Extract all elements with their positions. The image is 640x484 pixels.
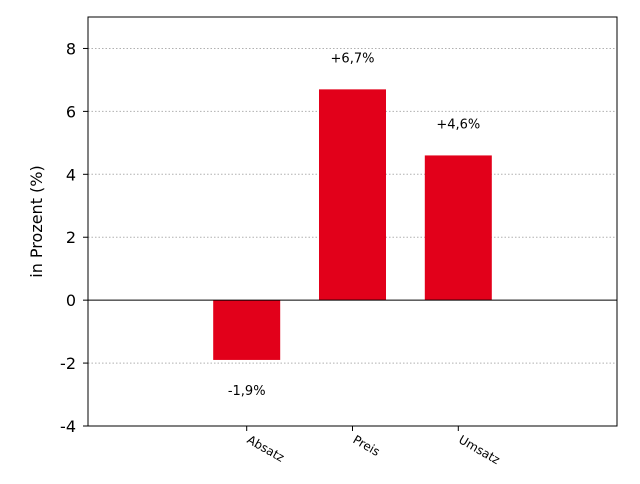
bars	[213, 89, 492, 360]
data-labels: -1,9% +6,7% +4,6%	[228, 51, 480, 399]
y-tick-label: 8	[66, 39, 76, 58]
y-tick-label: -2	[60, 354, 76, 373]
data-label: +6,7%	[331, 51, 375, 66]
y-tick-label: 0	[66, 291, 76, 310]
bar-umsatz	[424, 155, 492, 301]
data-label: +4,6%	[436, 117, 480, 132]
x-tick-label: Umsatz	[456, 432, 502, 467]
y-tick-label: 2	[66, 228, 76, 247]
y-tick-label: -4	[60, 417, 76, 436]
data-label: -1,9%	[228, 384, 266, 399]
grid-lines	[88, 47, 617, 364]
x-tick-label: Absatz	[245, 432, 287, 464]
x-tick-label: Preis	[350, 432, 382, 458]
bar-absatz	[213, 300, 281, 360]
bar-preis	[319, 89, 386, 301]
x-tick-labels: Absatz Preis Umsatz	[245, 432, 503, 467]
y-tick-labels: -4 -2 0 2 4 6 8	[60, 39, 76, 436]
y-axis-title: in Prozent (%)	[27, 165, 46, 277]
axis-ticks	[83, 47, 459, 431]
y-tick-label: 4	[66, 165, 76, 184]
y-tick-label: 6	[66, 102, 76, 121]
